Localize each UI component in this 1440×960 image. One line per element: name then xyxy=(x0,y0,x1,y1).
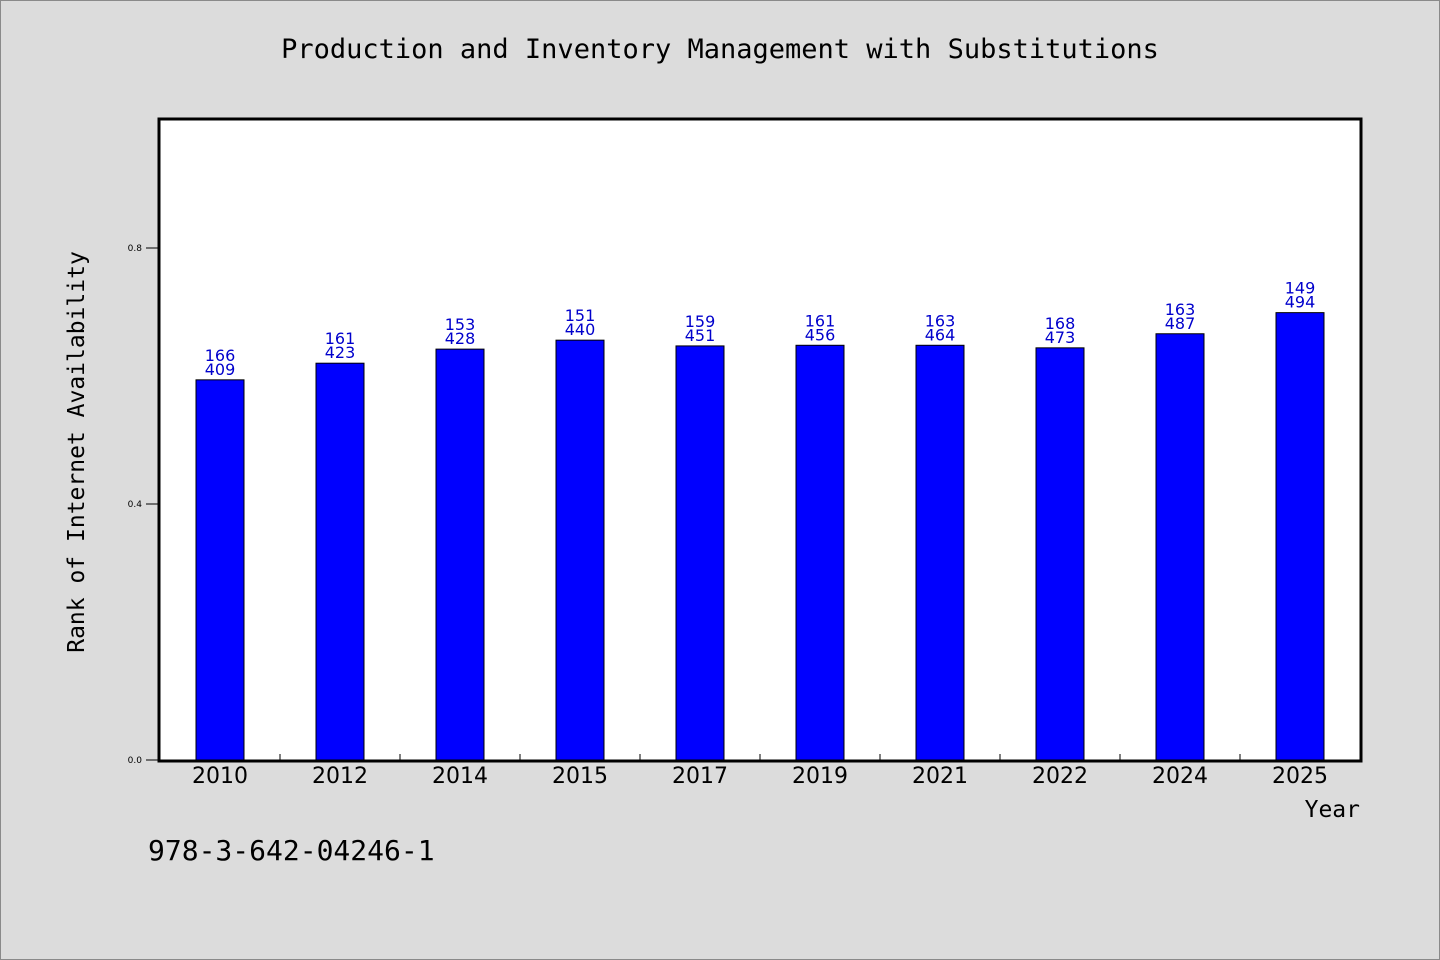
bar-label-top-2025: 149 xyxy=(1285,279,1316,298)
x-tick-label-2022: 2022 xyxy=(1032,764,1088,789)
y-tick-label: 0.8 xyxy=(128,244,143,254)
y-axis-title: Rank of Internet Availability xyxy=(64,251,90,653)
x-tick-label-2010: 2010 xyxy=(192,764,248,789)
x-tick-label-2015: 2015 xyxy=(552,764,608,789)
bar-2012 xyxy=(315,362,365,761)
chart-title: Production and Inventory Management with… xyxy=(281,34,1159,65)
bar-label-top-2015: 151 xyxy=(565,306,596,325)
y-tick-label: 0.0 xyxy=(128,756,143,766)
bar-label-bottom-2010: 409 xyxy=(205,360,236,379)
x-tick-label-2012: 2012 xyxy=(312,764,368,789)
bar-label-top-2014: 153 xyxy=(445,315,476,334)
x-tick-label-2017: 2017 xyxy=(672,764,728,789)
bar-2019 xyxy=(795,344,845,761)
bar-2021 xyxy=(915,344,965,761)
bar-label-bottom-2019: 456 xyxy=(805,325,836,344)
bar-2024 xyxy=(1155,333,1205,761)
x-tick-label-2025: 2025 xyxy=(1272,764,1328,789)
bar-label-bottom-2014: 428 xyxy=(445,329,476,348)
bar-label-bottom-2025: 494 xyxy=(1285,293,1316,312)
bar-label-top-2017: 159 xyxy=(685,312,716,331)
y-tick-label: 0.4 xyxy=(128,500,143,510)
bar-label-top-2021: 163 xyxy=(925,311,956,330)
bar-label-top-2019: 161 xyxy=(805,311,836,330)
bar-label-bottom-2021: 464 xyxy=(925,325,956,344)
isbn-text: 978-3-642-04246-1 xyxy=(148,834,435,867)
ticks-group: 2010 2012 2014 2015 2017 2019 2021 2022 2024 2025… xyxy=(128,244,1328,789)
bar-2010 xyxy=(195,379,245,761)
x-tick-label-2021: 2021 xyxy=(912,764,968,789)
x-axis-title: Year xyxy=(1305,797,1360,823)
bar-label-top-2010: 166 xyxy=(205,346,236,365)
bar-2015 xyxy=(555,339,605,761)
bar-label-bottom-2017: 451 xyxy=(685,326,716,345)
bar-label-bottom-2022: 473 xyxy=(1045,328,1076,347)
bar-2025 xyxy=(1275,312,1325,761)
x-tick-label-2014: 2014 xyxy=(432,764,488,789)
bar-2022 xyxy=(1035,347,1085,761)
bar-label-bottom-2012: 423 xyxy=(325,343,356,362)
x-tick-label-2019: 2019 xyxy=(792,764,848,789)
bar-label-bottom-2015: 440 xyxy=(565,320,596,339)
x-tick-label-2024: 2024 xyxy=(1152,764,1208,789)
bar-label-top-2024: 163 xyxy=(1165,300,1196,319)
bar-label-top-2022: 168 xyxy=(1045,314,1076,333)
bar-2017 xyxy=(675,345,725,761)
bar-2014 xyxy=(435,348,485,761)
bar-label-bottom-2024: 487 xyxy=(1165,314,1196,333)
bar-label-top-2012: 161 xyxy=(325,329,356,348)
